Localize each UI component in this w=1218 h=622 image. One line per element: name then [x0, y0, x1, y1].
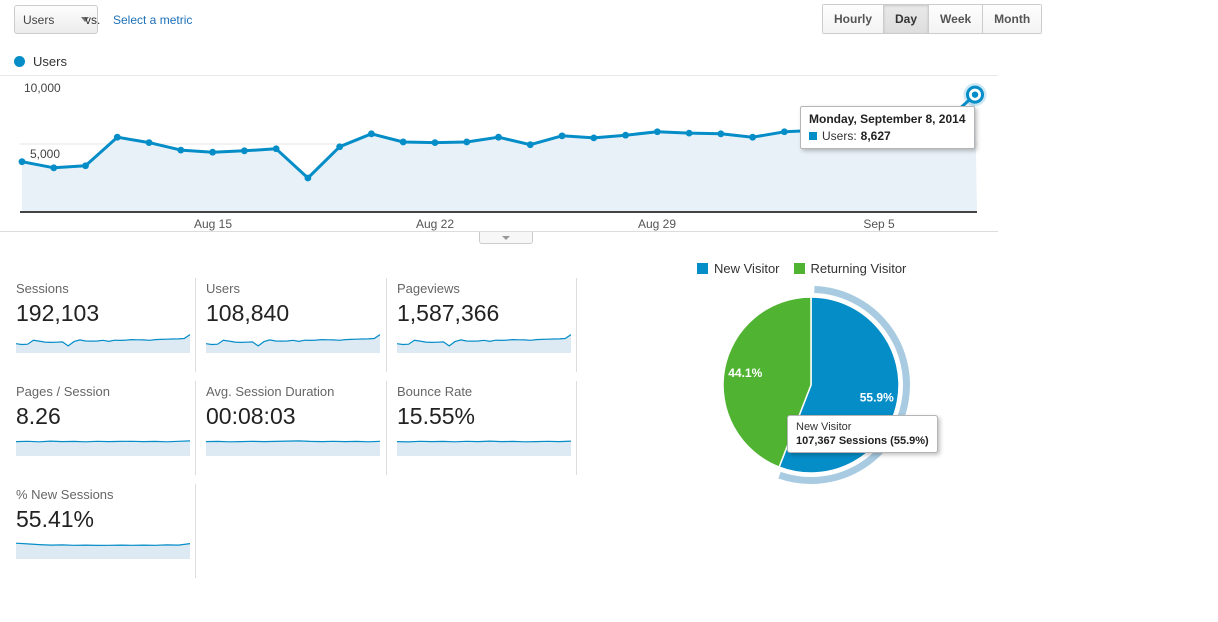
chart-tooltip-series: Users: [822, 129, 857, 143]
chart-tooltip-date: Monday, September 8, 2014 [809, 112, 966, 126]
metric-card-avg-session-duration: Avg. Session Duration 00:08:03 [206, 384, 382, 456]
pie-slice-percentage: 55.9% [860, 391, 894, 405]
metric-card-users: Users 108,840 [206, 281, 382, 353]
x-axis-label: Sep 5 [863, 217, 895, 231]
pie-slice-percentage: 44.1% [728, 366, 762, 380]
metric-value: 00:08:03 [206, 403, 296, 429]
period-button-day[interactable]: Day [884, 5, 930, 33]
column-divider [386, 381, 387, 475]
period-button-month[interactable]: Month [983, 5, 1042, 33]
metric-sparkline [16, 542, 190, 559]
metric-label: Sessions [16, 281, 69, 296]
metric-card-bounce-rate: Bounce Rate 15.55% [397, 384, 573, 456]
legend-swatch-icon [793, 263, 805, 274]
column-divider [195, 381, 196, 475]
pie-legend-item: Returning Visitor [793, 261, 907, 276]
metric-value: 1,587,366 [397, 300, 500, 326]
column-divider [576, 381, 577, 475]
metric-value: 55.41% [16, 506, 95, 532]
pie-legend: New Visitor Returning Visitor [697, 261, 920, 276]
x-axis-label: Aug 22 [415, 217, 455, 231]
chart-top-border [0, 75, 998, 76]
highlighted-data-point[interactable] [971, 91, 979, 98]
series-legend-label: Users [33, 54, 67, 69]
period-button-hourly[interactable]: Hourly [823, 5, 885, 33]
column-divider [386, 278, 387, 372]
pie-legend-label: New Visitor [714, 261, 780, 276]
series-swatch-icon [809, 132, 817, 140]
x-axis-label: Aug 15 [193, 217, 233, 231]
chart-tooltip: Monday, September 8, 2014 Users: 8,627 [800, 106, 975, 149]
column-divider [195, 278, 196, 372]
metric-selector-label: Users [23, 12, 55, 27]
metric-label: Users [206, 281, 240, 296]
metric-sparkline [16, 334, 190, 353]
vs-label: vs. [85, 13, 101, 27]
collapse-chart-tab[interactable] [479, 232, 533, 244]
metric-label: Bounce Rate [397, 384, 473, 399]
metric-value: 108,840 [206, 300, 290, 326]
chevron-down-icon [81, 17, 89, 22]
metric-value: 15.55% [397, 403, 476, 429]
pie-tooltip: New Visitor 107,367 Sessions (55.9%) [787, 415, 938, 453]
period-button-week[interactable]: Week [929, 5, 984, 33]
chevron-down-icon [502, 235, 510, 240]
legend-swatch-icon [697, 263, 708, 274]
pie-tooltip-label: New Visitor [796, 421, 852, 433]
metric-card-sessions: Sessions 192,103 [16, 281, 192, 353]
metric-sparkline [16, 440, 190, 456]
metric-card--new-sessions: % New Sessions 55.41% [16, 487, 192, 559]
visitor-type-pie-chart[interactable]: 55.9% 44.1% [705, 285, 925, 490]
metric-selector-dropdown[interactable]: Users [14, 5, 98, 34]
metric-card-pages-session: Pages / Session 8.26 [16, 384, 192, 456]
users-line-chart[interactable] [0, 76, 998, 231]
pie-tooltip-value: 107,367 Sessions (55.9%) [796, 435, 929, 447]
metric-card-pageviews: Pageviews 1,587,366 [397, 281, 573, 353]
pie-legend-label: Returning Visitor [810, 261, 907, 276]
y-axis-label: 5,000 [30, 147, 61, 161]
series-legend-dot-icon [14, 56, 25, 67]
x-axis-label: Aug 29 [637, 217, 677, 231]
metric-label: Pages / Session [16, 384, 110, 399]
column-divider [195, 484, 196, 578]
metric-label: % New Sessions [16, 487, 114, 502]
metric-sparkline [397, 334, 571, 353]
metric-sparkline [206, 334, 380, 353]
chart-bottom-border [0, 231, 998, 232]
column-divider [576, 278, 577, 372]
metric-sparkline [397, 440, 571, 456]
select-metric-link[interactable]: Select a metric [113, 13, 193, 27]
pie-legend-item: New Visitor [697, 261, 780, 276]
chart-tooltip-value: 8,627 [860, 129, 891, 143]
metric-sparkline [206, 440, 380, 456]
metric-value: 192,103 [16, 300, 100, 326]
y-axis-label: 10,000 [24, 81, 61, 95]
metric-label: Pageviews [397, 281, 460, 296]
period-button-group: Hourly Day Week Month [822, 4, 1043, 34]
metric-label: Avg. Session Duration [206, 384, 335, 399]
metric-value: 8.26 [16, 403, 61, 429]
